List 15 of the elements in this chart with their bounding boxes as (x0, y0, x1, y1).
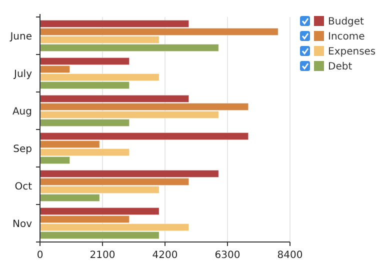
y-tick-label: June (9, 31, 32, 42)
x-tick-label: 0 (36, 250, 44, 261)
legend-label: Expenses (328, 46, 376, 58)
y-tick-label: Oct (14, 181, 32, 192)
legend-label: Budget (328, 16, 364, 28)
x-tick-label: 8400 (277, 250, 303, 261)
legend-label: Income (328, 32, 365, 42)
x-tick-label: 2100 (90, 250, 116, 261)
x-tick-label: 4200 (152, 250, 178, 261)
y-tick-label: July (13, 68, 32, 80)
y-tick-label: Aug (12, 106, 32, 118)
x-tick-label: 6300 (214, 250, 240, 261)
y-tick-label: Nov (12, 218, 32, 230)
y-tick-label: Sep (13, 144, 32, 155)
legend-label: Debt (328, 62, 352, 72)
